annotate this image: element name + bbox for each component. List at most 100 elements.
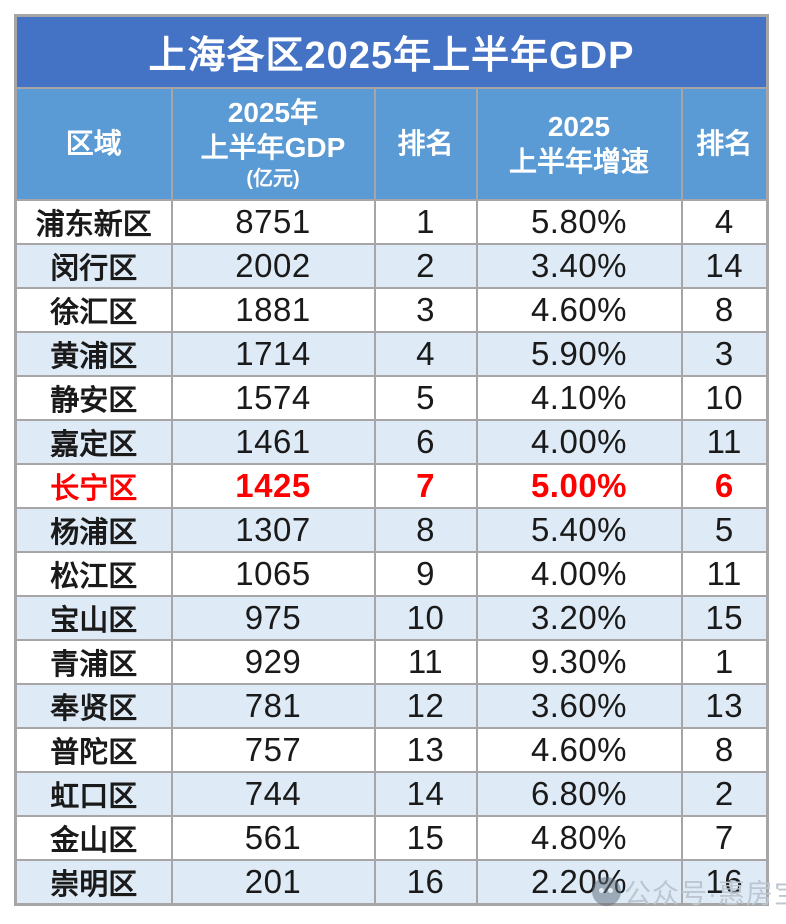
cell-gdp: 1425 (170, 462, 376, 509)
cell-growth: 9.30% (475, 638, 683, 685)
cell-region: 宝山区 (14, 594, 173, 641)
table-body: 浦东新区 8751 1 5.80% 4 闵行区 2002 2 3.40% 14 … (14, 198, 769, 905)
cell-growth: 4.60% (475, 726, 683, 773)
col-header-growth-line1: 2025 (547, 110, 611, 142)
col-header-growth-rank-label: 排名 (696, 128, 753, 159)
cell-gdp: 8751 (170, 198, 376, 245)
table-row: 长宁区 1425 7 5.00% 6 (14, 462, 769, 509)
col-header-region-label: 区域 (65, 128, 122, 159)
col-header-growth-rank: 排名 (680, 86, 769, 201)
cell-gdp-rank: 12 (373, 682, 478, 729)
cell-gdp-rank: 14 (373, 770, 478, 817)
cell-region: 嘉定区 (14, 418, 173, 465)
cell-gdp: 1881 (170, 286, 376, 333)
cell-gdp: 1461 (170, 418, 376, 465)
cell-gdp-rank: 15 (373, 814, 478, 861)
cell-growth: 4.00% (475, 550, 683, 597)
col-header-gdp-line2: 上半年GDP (200, 132, 346, 163)
cell-region: 虹口区 (14, 770, 173, 817)
cell-region: 黄浦区 (14, 330, 173, 377)
cell-gdp: 561 (170, 814, 376, 861)
cell-growth: 5.90% (475, 330, 683, 377)
cell-gdp-rank: 16 (373, 858, 478, 905)
cell-gdp-rank: 7 (373, 462, 478, 509)
cell-growth-rank: 8 (680, 286, 769, 333)
table-row: 浦东新区 8751 1 5.80% 4 (14, 198, 769, 245)
col-header-gdp-unit: (亿元) (246, 168, 300, 190)
cell-gdp-rank: 6 (373, 418, 478, 465)
cell-gdp-rank: 1 (373, 198, 478, 245)
cell-region: 闵行区 (14, 242, 173, 289)
cell-growth: 5.40% (475, 506, 683, 553)
cell-growth: 6.80% (475, 770, 683, 817)
cell-gdp-rank: 11 (373, 638, 478, 685)
cell-region: 松江区 (14, 550, 173, 597)
table-row: 闵行区 2002 2 3.40% 14 (14, 242, 769, 289)
table-row: 宝山区 975 10 3.20% 15 (14, 594, 769, 641)
cell-growth-rank: 8 (680, 726, 769, 773)
cell-region: 浦东新区 (14, 198, 173, 245)
table-row: 松江区 1065 9 4.00% 11 (14, 550, 769, 597)
cell-growth-rank: 6 (680, 462, 769, 509)
cell-gdp: 929 (170, 638, 376, 685)
cell-gdp-rank: 9 (373, 550, 478, 597)
cell-region: 杨浦区 (14, 506, 173, 553)
cell-gdp-rank: 2 (373, 242, 478, 289)
cell-growth-rank: 14 (680, 242, 769, 289)
table-row: 普陀区 757 13 4.60% 8 (14, 726, 769, 773)
table-row: 青浦区 929 11 9.30% 1 (14, 638, 769, 685)
table-row: 金山区 561 15 4.80% 7 (14, 814, 769, 861)
cell-gdp: 2002 (170, 242, 376, 289)
cell-region: 青浦区 (14, 638, 173, 685)
col-header-gdp-rank-label: 排名 (397, 128, 454, 159)
cell-growth: 2.20% (475, 858, 683, 905)
cell-gdp: 757 (170, 726, 376, 773)
cell-growth-rank: 5 (680, 506, 769, 553)
cell-region: 金山区 (14, 814, 173, 861)
table-row: 虹口区 744 14 6.80% 2 (14, 770, 769, 817)
cell-growth-rank: 13 (680, 682, 769, 729)
col-header-gdp: 2025年 上半年GDP (亿元) (170, 86, 376, 201)
cell-gdp: 1307 (170, 506, 376, 553)
cell-gdp: 1065 (170, 550, 376, 597)
cell-region: 静安区 (14, 374, 173, 421)
table-row: 静安区 1574 5 4.10% 10 (14, 374, 769, 421)
col-header-region: 区域 (14, 86, 173, 201)
cell-growth: 4.80% (475, 814, 683, 861)
cell-gdp: 744 (170, 770, 376, 817)
cell-growth: 3.40% (475, 242, 683, 289)
table-title: 上海各区2025年上半年GDP (14, 14, 769, 89)
cell-growth: 5.00% (475, 462, 683, 509)
col-header-gdp-rank: 排名 (373, 86, 478, 201)
cell-growth-rank: 15 (680, 594, 769, 641)
cell-gdp-rank: 3 (373, 286, 478, 333)
col-header-growth: 2025 上半年增速 (475, 86, 683, 201)
gdp-table-sheet: 上海各区2025年上半年GDP 区域 2025年 上半年GDP (亿元) 排名 … (14, 14, 769, 906)
cell-growth: 3.20% (475, 594, 683, 641)
table-row: 杨浦区 1307 8 5.40% 5 (14, 506, 769, 553)
cell-growth: 3.60% (475, 682, 683, 729)
cell-growth-rank: 4 (680, 198, 769, 245)
cell-region: 崇明区 (14, 858, 173, 905)
cell-growth: 4.10% (475, 374, 683, 421)
cell-growth-rank: 1 (680, 638, 769, 685)
table-row: 黄浦区 1714 4 5.90% 3 (14, 330, 769, 377)
cell-growth-rank: 7 (680, 814, 769, 861)
col-header-growth-line2: 上半年增速 (508, 145, 649, 177)
cell-growth-rank: 11 (680, 418, 769, 465)
cell-gdp: 201 (170, 858, 376, 905)
cell-growth-rank: 10 (680, 374, 769, 421)
cell-growth-rank: 2 (680, 770, 769, 817)
cell-gdp-rank: 8 (373, 506, 478, 553)
cell-growth-rank: 3 (680, 330, 769, 377)
table-row: 嘉定区 1461 6 4.00% 11 (14, 418, 769, 465)
cell-growth-rank: 16 (680, 858, 769, 905)
cell-gdp: 781 (170, 682, 376, 729)
table-row: 徐汇区 1881 3 4.60% 8 (14, 286, 769, 333)
cell-region: 长宁区 (14, 462, 173, 509)
cell-region: 普陀区 (14, 726, 173, 773)
table-row: 崇明区 201 16 2.20% 16 (14, 858, 769, 905)
table-row: 奉贤区 781 12 3.60% 13 (14, 682, 769, 729)
cell-region: 徐汇区 (14, 286, 173, 333)
gdp-table: 上海各区2025年上半年GDP 区域 2025年 上半年GDP (亿元) 排名 … (14, 14, 769, 906)
